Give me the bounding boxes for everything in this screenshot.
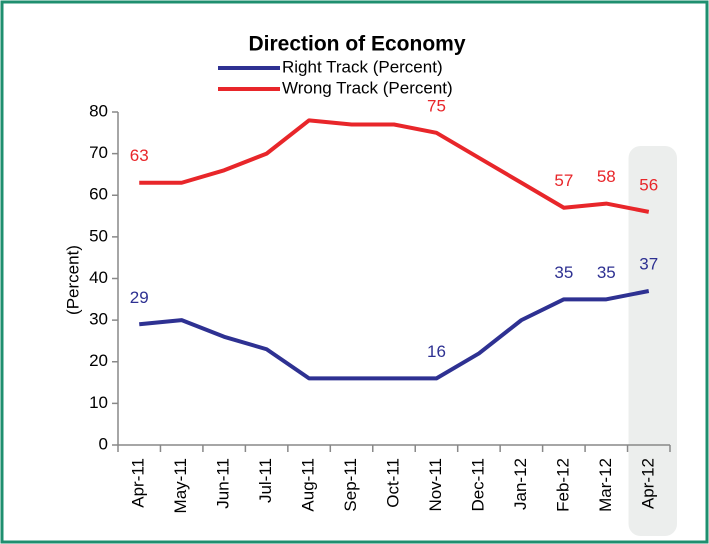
y-tick-label: 80: [89, 101, 108, 120]
x-tick-label: Jun-11: [214, 458, 233, 509]
data-label: 63: [130, 146, 149, 165]
x-tick-label: Nov-11: [426, 458, 445, 512]
y-tick-label: 10: [89, 393, 108, 412]
data-label: 57: [554, 171, 573, 190]
y-tick-label: 40: [89, 268, 108, 287]
x-tick-label: Jan-12: [511, 458, 530, 510]
y-tick-label: 70: [89, 143, 108, 162]
chart-title: Direction of Economy: [248, 33, 465, 56]
x-tick-label: Apr-12: [638, 458, 657, 509]
highlight-band: [628, 146, 677, 536]
y-axis-label: (Percent): [63, 245, 82, 315]
x-tick-label: Sep-11: [341, 458, 360, 512]
series-line: [139, 289, 650, 381]
data-label: 35: [597, 263, 616, 282]
data-label: 56: [639, 175, 658, 194]
data-label: 16: [427, 342, 446, 361]
y-tick-label: 60: [89, 185, 108, 204]
x-tick-label: Mar-12: [596, 458, 615, 512]
x-tick-label: Dec-11: [468, 458, 487, 512]
y-tick-label: 50: [89, 226, 108, 245]
x-tick-label: Aug-11: [299, 458, 318, 512]
data-label: 37: [639, 254, 658, 273]
y-tick-label: 30: [89, 310, 108, 329]
data-label: 75: [427, 96, 446, 115]
y-tick-label: 20: [89, 351, 108, 370]
data-label: 29: [130, 288, 149, 307]
x-tick-label: Feb-12: [553, 458, 572, 512]
x-tick-label: Oct-11: [383, 458, 402, 508]
x-tick-label: May-11: [171, 458, 190, 513]
data-label: 58: [597, 167, 616, 186]
x-tick-label: Apr-11: [129, 458, 148, 508]
y-tick-label: 0: [99, 434, 108, 453]
legend-label: Wrong Track (Percent): [282, 78, 453, 97]
series-line: [139, 118, 650, 214]
data-label: 35: [554, 263, 573, 282]
legend-label: Right Track (Percent): [282, 57, 443, 76]
x-tick-label: Jul-11: [256, 458, 275, 503]
